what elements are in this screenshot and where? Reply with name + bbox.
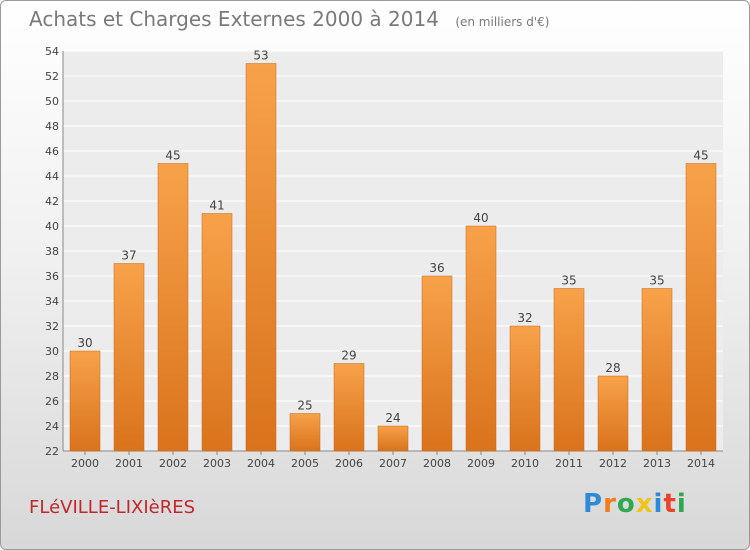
y-tick-label: 40	[45, 220, 59, 233]
y-tick-label: 30	[45, 345, 59, 358]
x-tick-label: 2012	[599, 457, 627, 470]
x-tick-label: 2011	[555, 457, 583, 470]
bar	[69, 350, 101, 452]
y-tick-label: 34	[45, 295, 59, 308]
x-tick-label: 2008	[423, 457, 451, 470]
bar	[245, 63, 277, 452]
x-tick-label: 2006	[335, 457, 363, 470]
x-tick-label: 2010	[511, 457, 539, 470]
bar-value-label: 30	[77, 336, 92, 350]
x-tick-label: 2005	[291, 457, 319, 470]
bar-value-label: 32	[517, 311, 532, 325]
bar	[553, 288, 585, 452]
bar-value-label: 28	[605, 361, 620, 375]
chart-subtitle: (en milliers d'€)	[455, 15, 550, 29]
y-tick-label: 22	[45, 445, 59, 458]
bar	[377, 425, 409, 452]
y-tick-label: 48	[45, 120, 59, 133]
bar-value-label: 36	[429, 261, 444, 275]
logo-letter: P	[583, 489, 604, 519]
x-tick-label: 2001	[115, 457, 143, 470]
logo-letter: t	[663, 489, 677, 519]
bar	[641, 288, 673, 452]
bar-value-label: 53	[253, 49, 268, 63]
logo-letter: x	[635, 489, 654, 519]
bar	[113, 263, 145, 452]
x-tick-label: 2003	[203, 457, 231, 470]
bar	[157, 163, 189, 452]
bar-value-label: 24	[385, 411, 400, 425]
bar	[685, 163, 717, 452]
bar	[289, 413, 321, 452]
y-tick-label: 42	[45, 195, 59, 208]
y-tick-label: 28	[45, 370, 59, 383]
logo-letter: i	[653, 489, 664, 519]
bar-value-label: 25	[297, 399, 312, 413]
bar-value-label: 45	[165, 149, 180, 163]
x-tick-label: 2000	[71, 457, 99, 470]
y-tick-label: 44	[45, 170, 59, 183]
x-tick-label: 2004	[247, 457, 275, 470]
bar	[333, 363, 365, 452]
x-tick-label: 2002	[159, 457, 187, 470]
chart-title-block: Achats et Charges Externes 2000 à 2014 (…	[29, 7, 549, 31]
y-tick-label: 50	[45, 95, 59, 108]
bar-value-label: 41	[209, 199, 224, 213]
x-tick-label: 2009	[467, 457, 495, 470]
y-tick-label: 54	[45, 45, 59, 58]
y-tick-label: 52	[45, 70, 59, 83]
x-tick-label: 2013	[643, 457, 671, 470]
y-tick-label: 36	[45, 270, 59, 283]
y-tick-label: 38	[45, 245, 59, 258]
y-tick-label: 24	[45, 420, 59, 433]
chart-title: Achats et Charges Externes 2000 à 2014	[29, 7, 439, 31]
y-tick-label: 46	[45, 145, 59, 158]
bar	[597, 375, 629, 452]
y-tick-label: 26	[45, 395, 59, 408]
bar-value-label: 40	[473, 211, 488, 225]
logo-letter: r	[603, 489, 617, 519]
logo-letter: i	[676, 489, 687, 519]
bar	[509, 325, 541, 452]
place-name: FLéVILLE-LIXIèRES	[29, 497, 196, 518]
bar	[201, 213, 233, 452]
bar	[421, 275, 453, 452]
bar-value-label: 29	[341, 349, 356, 363]
x-tick-label: 2007	[379, 457, 407, 470]
bar-value-label: 35	[649, 274, 664, 288]
proxiti-logo: Proxiti	[583, 489, 687, 519]
bar	[465, 225, 497, 452]
logo-letter: o	[616, 489, 636, 519]
y-tick-label: 32	[45, 320, 59, 333]
x-tick-label: 2014	[687, 457, 715, 470]
bar-value-label: 45	[693, 149, 708, 163]
bar-value-label: 37	[121, 249, 136, 263]
bar-value-label: 35	[561, 274, 576, 288]
